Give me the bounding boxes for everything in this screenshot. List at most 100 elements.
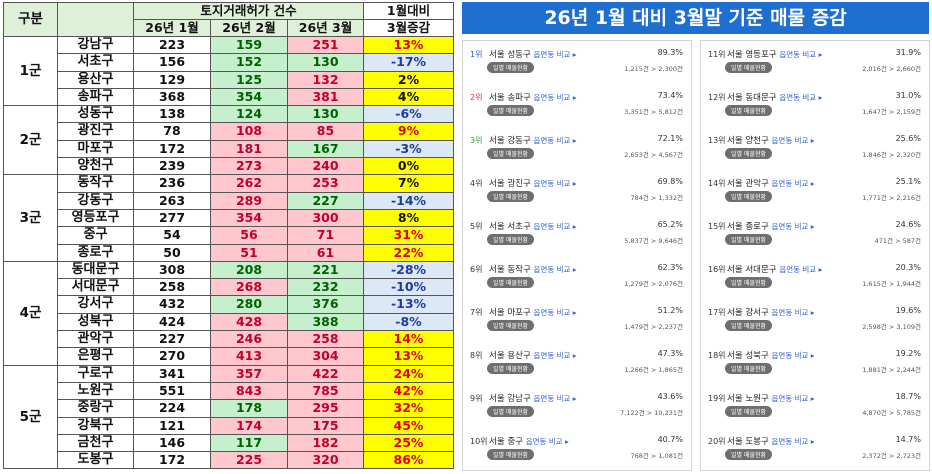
change-cell: -10% bbox=[363, 278, 454, 297]
daily-listing-button[interactable]: 일별 매물현황 bbox=[487, 62, 535, 73]
daily-listing-button[interactable]: 일별 매물현황 bbox=[487, 105, 535, 116]
change-cell: -14% bbox=[363, 191, 454, 210]
daily-listing-button[interactable]: 일별 매물현황 bbox=[725, 234, 773, 245]
compare-link[interactable]: 읍면동 비교 ▸ bbox=[779, 265, 823, 274]
table-row: 서초구 156 152 130 -17% bbox=[4, 53, 454, 72]
ranking-item: 7위 서울 마포구 읍면동 비교 ▸ 51.2% 일별 매물현황 1,479건 > 2,… bbox=[463, 303, 691, 345]
jan-cell: 424 bbox=[133, 312, 211, 332]
feb-cell: 159 bbox=[210, 35, 288, 55]
jan-cell: 551 bbox=[133, 381, 211, 401]
jan-cell: 223 bbox=[133, 35, 211, 55]
compare-link[interactable]: 읍면동 비교 ▸ bbox=[533, 351, 577, 360]
mar-cell: 167 bbox=[287, 139, 364, 159]
table-row: 3군 동작구 236 262 253 7% bbox=[3, 174, 454, 262]
daily-listing-button[interactable]: 일별 매물현황 bbox=[725, 320, 773, 331]
district-name: 서울 종로구 읍면동 비교 ▸ bbox=[727, 220, 815, 232]
compare-link[interactable]: 읍면동 비교 ▸ bbox=[771, 351, 815, 360]
daily-listing-button[interactable]: 일별 매물현황 bbox=[487, 449, 535, 460]
group-label: 1군 bbox=[3, 35, 58, 107]
district-name-text: 서울 강남구 bbox=[489, 394, 531, 404]
daily-listing-button[interactable]: 일별 매물현황 bbox=[487, 234, 535, 245]
daily-listing-button[interactable]: 일별 매물현황 bbox=[725, 191, 773, 202]
listing-counts: 7,122건 > 10,231건 bbox=[620, 409, 683, 417]
listing-counts: 1,647건 > 2,159건 bbox=[862, 108, 921, 116]
change-percent: 14.7% bbox=[895, 435, 921, 444]
mar-cell: 388 bbox=[287, 312, 364, 332]
feb-cell: 181 bbox=[210, 139, 288, 159]
daily-listing-button[interactable]: 일별 매물현황 bbox=[487, 277, 535, 288]
ranking-item: 17위 서울 강서구 읍면동 비교 ▸ 19.6% 일별 매물현황 2,598건 > 3… bbox=[701, 303, 929, 345]
district-cell: 도봉구 bbox=[57, 451, 134, 470]
compare-link[interactable]: 읍면동 비교 ▸ bbox=[533, 308, 577, 317]
group-label: 4군 bbox=[3, 260, 58, 366]
compare-link[interactable]: 읍면동 비교 ▸ bbox=[533, 265, 577, 274]
mar-cell: 175 bbox=[287, 416, 364, 435]
rank-label: 9위 bbox=[470, 394, 483, 403]
compare-link[interactable]: 읍면동 비교 ▸ bbox=[533, 93, 577, 102]
feb-cell: 354 bbox=[210, 208, 288, 228]
listing-counts: 2,598건 > 3,109건 bbox=[862, 323, 921, 331]
change-cell: 25% bbox=[363, 433, 454, 453]
change-percent: 24.6% bbox=[895, 220, 921, 229]
district-cell: 용산구 bbox=[57, 70, 134, 89]
compare-link[interactable]: 읍면동 비교 ▸ bbox=[771, 136, 815, 145]
daily-listing-button[interactable]: 일별 매물현황 bbox=[725, 62, 773, 73]
change-percent: 62.3% bbox=[657, 263, 683, 272]
compare-link[interactable]: 읍면동 비교 ▸ bbox=[533, 394, 577, 403]
table-row: 송파구 368 354 381 4% bbox=[4, 87, 454, 107]
table-row: 금천구 146 117 182 25% bbox=[4, 433, 454, 453]
table-row: 5군 구로구 341 357 422 24% bbox=[3, 364, 454, 470]
table-row: 성북구 424 428 388 -8% bbox=[4, 312, 454, 332]
compare-link[interactable]: 읍면동 비교 ▸ bbox=[533, 179, 577, 188]
listing-counts: 471건 > 587건 bbox=[874, 237, 921, 245]
ranking-panel: 26년 1월 대비 3월말 기준 매물 증감 1위 서울 성동구 읍면동 비교 ▸… bbox=[462, 2, 930, 471]
header-group: 구분 bbox=[3, 2, 58, 37]
compare-link[interactable]: 읍면동 비교 ▸ bbox=[779, 93, 823, 102]
rank-label: 10위 bbox=[470, 437, 488, 446]
daily-listing-button[interactable]: 일별 매물현황 bbox=[487, 148, 535, 159]
mar-cell: 61 bbox=[287, 243, 364, 262]
compare-link[interactable]: 읍면동 비교 ▸ bbox=[533, 50, 577, 59]
jan-cell: 270 bbox=[133, 347, 211, 366]
jan-cell: 121 bbox=[133, 416, 211, 435]
compare-link[interactable]: 읍면동 비교 ▸ bbox=[771, 222, 815, 231]
district-cell: 양천구 bbox=[57, 157, 134, 176]
district-cell: 광진구 bbox=[57, 122, 134, 141]
group-label: 3군 bbox=[3, 174, 58, 262]
district-cell: 성북구 bbox=[57, 312, 134, 332]
ranking-item: 14위 서울 관악구 읍면동 비교 ▸ 25.1% 일별 매물현황 1,771건 > 2… bbox=[701, 174, 929, 216]
daily-listing-button[interactable]: 일별 매물현황 bbox=[725, 105, 773, 116]
compare-link[interactable]: 읍면동 비교 ▸ bbox=[771, 437, 815, 446]
daily-listing-button[interactable]: 일별 매물현황 bbox=[725, 148, 773, 159]
daily-listing-button[interactable]: 일별 매물현황 bbox=[487, 320, 535, 331]
compare-link[interactable]: 읍면동 비교 ▸ bbox=[533, 222, 577, 231]
ranking-item: 13위 서울 양천구 읍면동 비교 ▸ 25.6% 일별 매물현황 1,846건 > 2… bbox=[701, 131, 929, 173]
district-name-text: 서울 양천구 bbox=[727, 136, 769, 146]
compare-link[interactable]: 읍면동 비교 ▸ bbox=[771, 179, 815, 188]
listing-counts: 1,279건 > 2,076건 bbox=[624, 280, 683, 288]
daily-listing-button[interactable]: 일별 매물현황 bbox=[725, 449, 773, 460]
daily-listing-button[interactable]: 일별 매물현황 bbox=[487, 363, 535, 374]
compare-link[interactable]: 읍면동 비교 ▸ bbox=[779, 50, 823, 59]
district-name: 서울 서초구 읍면동 비교 ▸ bbox=[489, 220, 577, 232]
compare-link[interactable]: 읍면동 비교 ▸ bbox=[533, 136, 577, 145]
compare-link[interactable]: 읍면동 비교 ▸ bbox=[771, 308, 815, 317]
table-row: 영등포구 277 354 300 8% bbox=[4, 208, 454, 228]
table-row: 중구 54 56 71 31% bbox=[4, 226, 454, 245]
daily-listing-button[interactable]: 일별 매물현황 bbox=[487, 406, 535, 417]
table-row: 강북구 121 174 175 45% bbox=[4, 416, 454, 435]
change-cell: -6% bbox=[363, 105, 454, 124]
listing-counts: 784건 > 1,332건 bbox=[630, 194, 683, 202]
mar-cell: 300 bbox=[287, 208, 364, 228]
header-feb: 26년 2월 bbox=[210, 19, 288, 37]
daily-listing-button[interactable]: 일별 매물현황 bbox=[725, 406, 773, 417]
compare-link[interactable]: 읍면동 비교 ▸ bbox=[771, 394, 815, 403]
rank-label: 16위 bbox=[708, 265, 726, 274]
compare-link[interactable]: 읍면동 비교 ▸ bbox=[525, 437, 569, 446]
daily-listing-button[interactable]: 일별 매물현황 bbox=[725, 277, 773, 288]
daily-listing-button[interactable]: 일별 매물현황 bbox=[725, 363, 773, 374]
district-name-text: 서울 중구 bbox=[489, 437, 523, 447]
daily-listing-button[interactable]: 일별 매물현황 bbox=[487, 191, 535, 202]
change-cell: 7% bbox=[363, 174, 454, 193]
mar-cell: 785 bbox=[287, 381, 364, 401]
